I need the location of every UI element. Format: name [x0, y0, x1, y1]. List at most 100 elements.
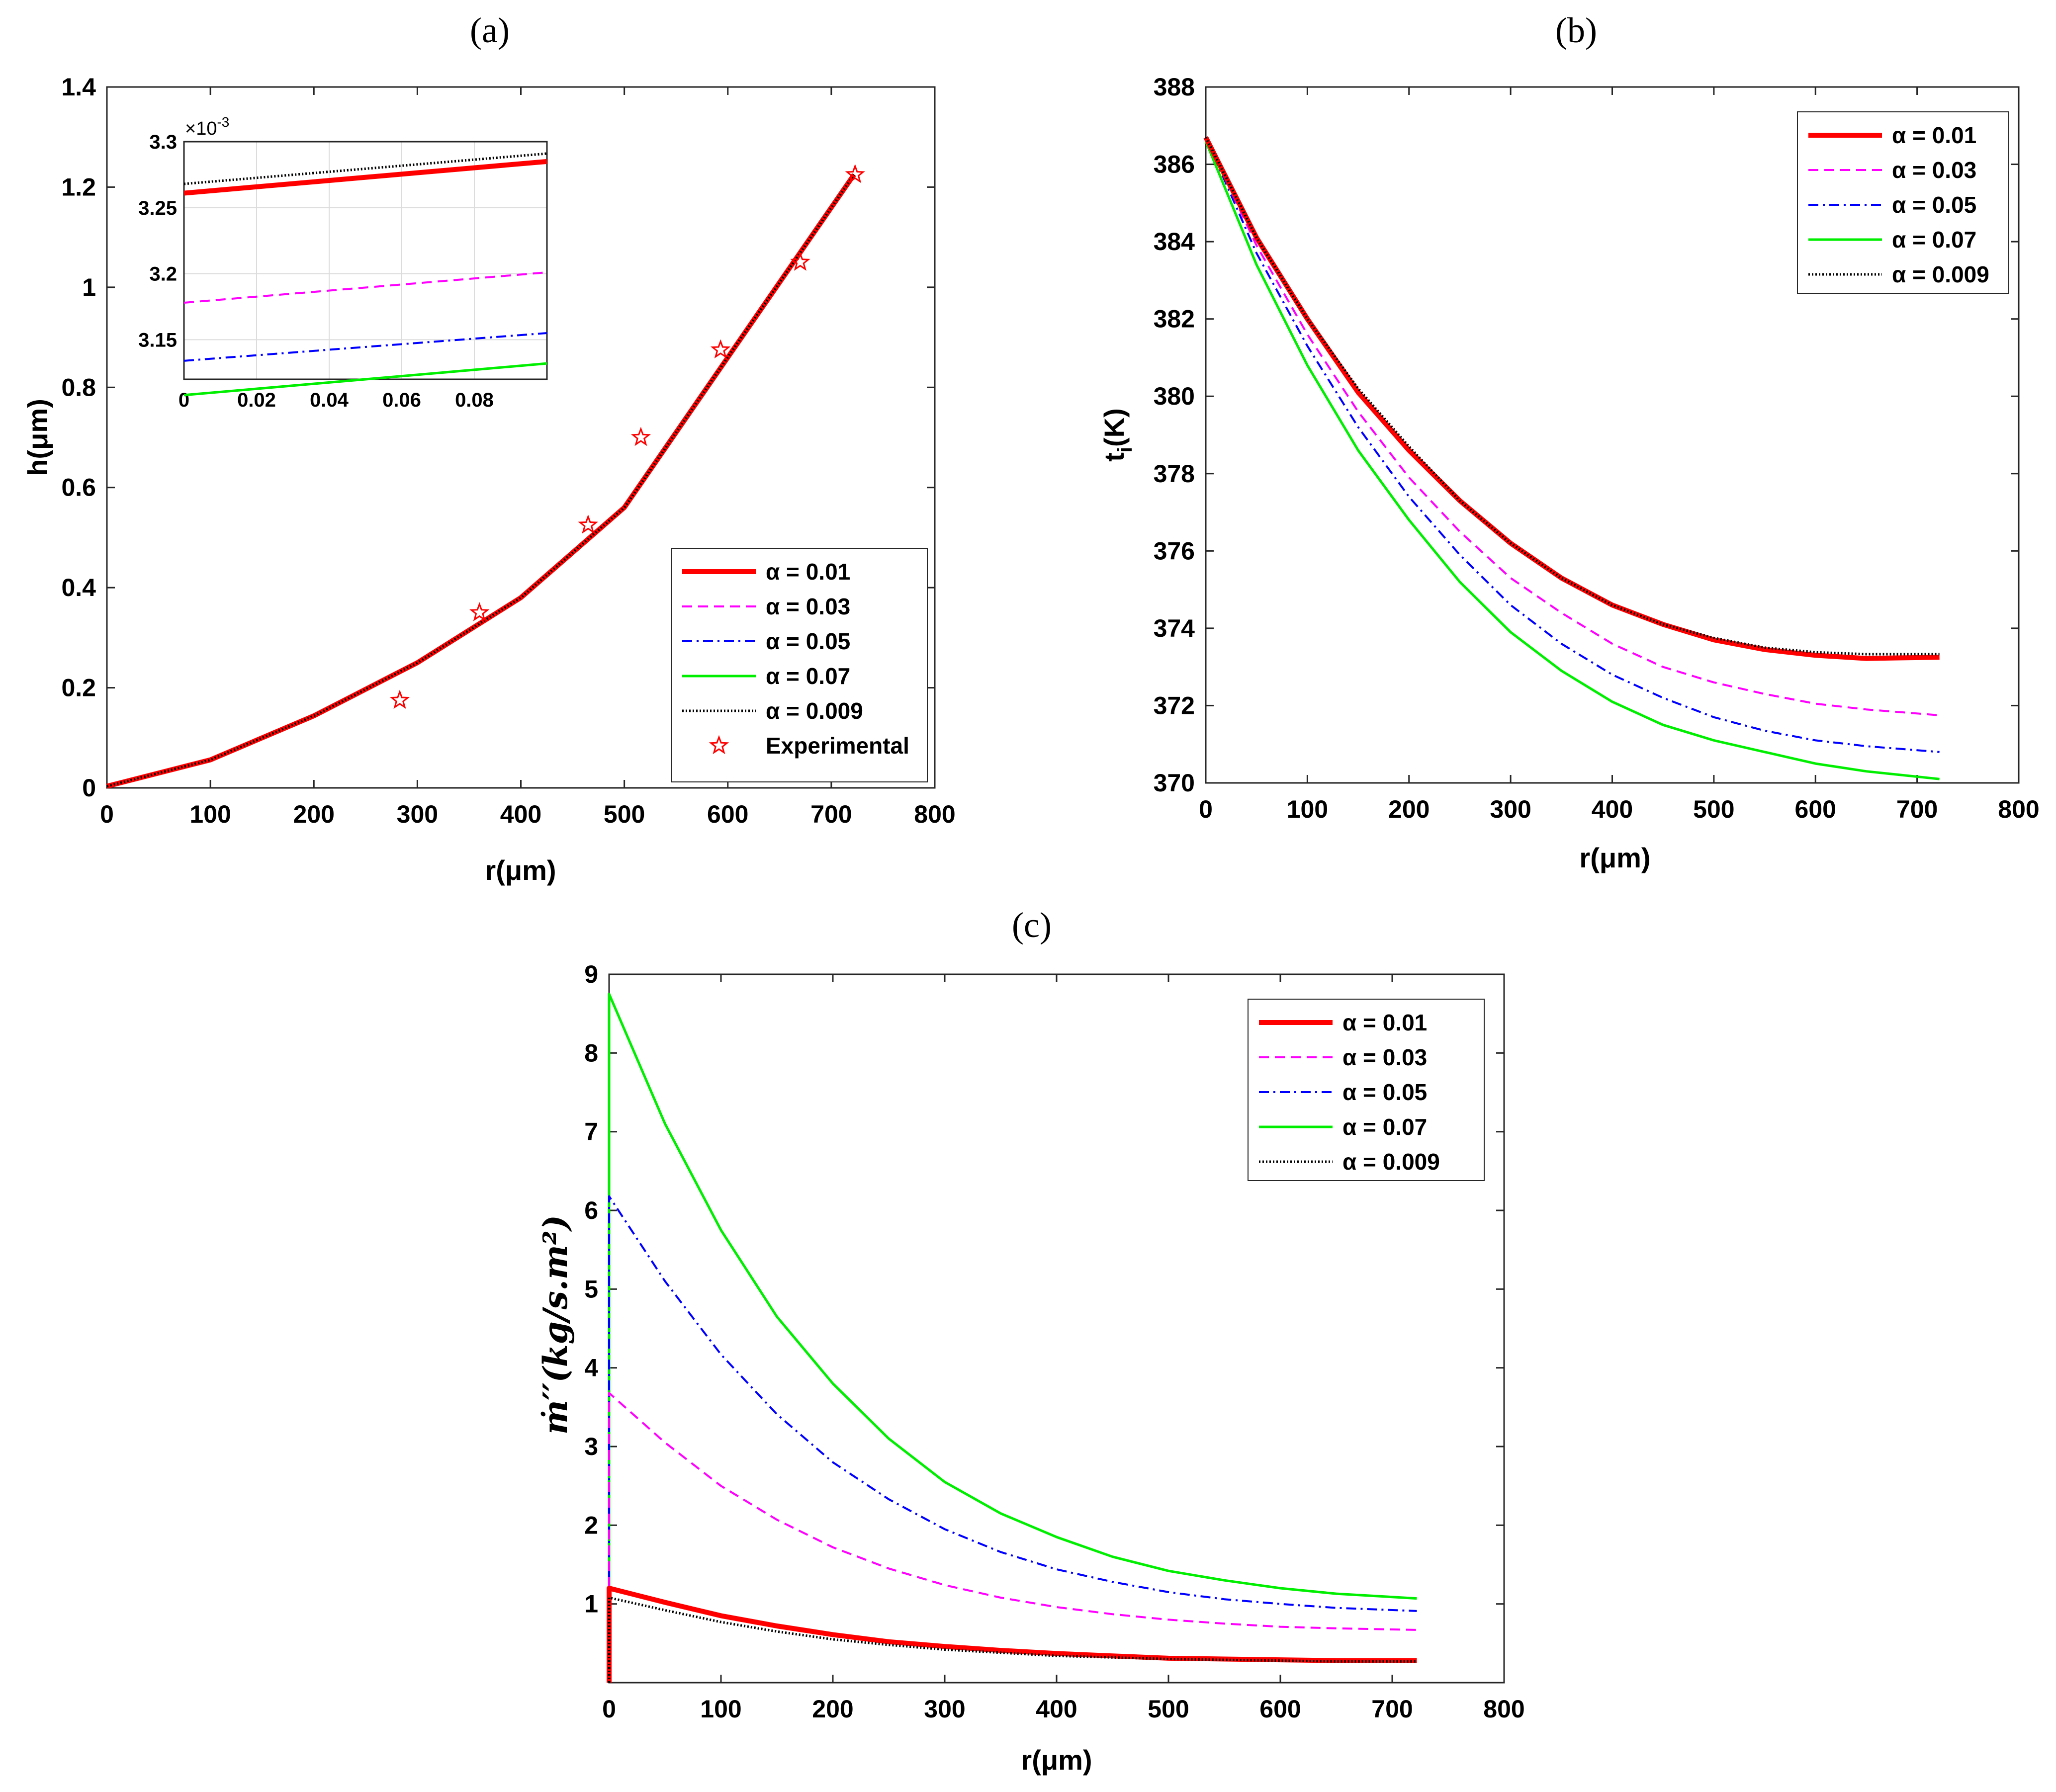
b-x-tick-label: 400	[1592, 795, 1633, 823]
c-y-tick-label: 7	[584, 1118, 598, 1146]
a-inset-x-tick-label: 0.06	[382, 389, 421, 411]
a-x-tick-label: 700	[810, 800, 852, 828]
a-legend-swatch-experimental	[709, 735, 729, 755]
c-y-tick-label: 5	[584, 1275, 598, 1303]
b-series-line-a005	[1205, 137, 1940, 753]
c-x-tick-label: 700	[1371, 1695, 1413, 1723]
a-y-tick-label: 0.8	[61, 373, 96, 401]
a-inset-exponent-power: -3	[217, 114, 229, 130]
a-inset-series-line-a005	[183, 332, 547, 362]
b-legend-label-a001: α = 0.01	[1892, 122, 1976, 148]
c-y-tick-label: 1	[584, 1590, 598, 1618]
a-experimental-point	[578, 514, 598, 534]
c-y-tick-label: 6	[584, 1196, 598, 1224]
c-legend-label-a003: α = 0.03	[1342, 1044, 1427, 1070]
c-series-line-a001	[607, 1586, 1417, 1683]
a-inset-exponent-base: ×10	[185, 118, 217, 139]
b-y-axis-label: ti(K)	[1098, 408, 1136, 462]
a-legend-label-experimental: Experimental	[766, 733, 909, 759]
a-inset-x-tick-label: 0.02	[237, 389, 276, 411]
b-y-axis-label-main: t	[1098, 452, 1130, 462]
a-y-tick-label: 1.2	[61, 173, 96, 201]
c-x-axis-label: r(μm)	[1021, 1744, 1092, 1776]
a-x-tick-label: 0	[100, 800, 114, 828]
a-experimental-point	[469, 602, 490, 621]
b-y-tick-label: 372	[1154, 691, 1195, 719]
b-y-axis-label-subscript: i	[1114, 447, 1136, 452]
a-x-tick-label: 100	[189, 800, 231, 828]
a-inset-x-tick-label: 0	[179, 389, 189, 411]
a-series-line-a0009	[106, 173, 855, 788]
b-legend-label-a0009: α = 0.009	[1892, 261, 1989, 287]
a-x-axis-label: r(μm)	[485, 854, 556, 886]
a-legend-label-a007: α = 0.07	[766, 663, 850, 689]
b-x-tick-label: 700	[1896, 795, 1938, 823]
c-x-tick-label: 0	[602, 1695, 616, 1723]
a-legend-label-a0009: α = 0.009	[766, 698, 863, 724]
a-legend-label-a001: α = 0.01	[766, 559, 850, 585]
a-y-axis-label: h(μm)	[22, 399, 53, 476]
a-experimental-point	[389, 689, 410, 709]
b-y-tick-label: 376	[1154, 537, 1195, 565]
c-y-tick-label: 9	[584, 960, 598, 988]
a-y-tick-label: 0	[82, 774, 96, 802]
a-experimental-point	[845, 164, 865, 183]
b-y-tick-label: 378	[1154, 460, 1195, 488]
c-y-tick-label: 4	[584, 1354, 598, 1382]
b-legend	[1797, 111, 2009, 294]
c-y-tick-label: 2	[584, 1511, 598, 1539]
a-x-tick-label: 600	[707, 800, 748, 828]
a-experimental-point	[630, 427, 651, 446]
c-series-line-a003	[608, 1392, 1417, 1683]
c-legend-label-a001: α = 0.01	[1342, 1010, 1427, 1035]
panel-c-title: (c)	[1012, 905, 1052, 945]
a-x-tick-label: 500	[604, 800, 645, 828]
b-y-tick-label: 386	[1154, 151, 1195, 178]
a-inset-x-tick-label: 0.04	[310, 389, 349, 411]
c-legend-label-a005: α = 0.05	[1342, 1079, 1427, 1105]
c-series-line-a005	[608, 1195, 1417, 1683]
chart-panel-c: 0 100 200 300 400 500 600 700 800 1 2 3 4 5 6 7 8 9 r(μm) ṁ…	[536, 960, 1525, 1776]
c-x-tick-label: 500	[1148, 1695, 1189, 1723]
a-inset-y-tick-label: 3.25	[138, 197, 177, 219]
b-y-tick-label: 384	[1154, 228, 1195, 256]
b-x-tick-label: 200	[1388, 795, 1430, 823]
b-x-tick-label: 500	[1693, 795, 1734, 823]
a-x-tick-label: 200	[293, 800, 335, 828]
a-x-tick-label: 400	[500, 800, 541, 828]
a-y-tick-label: 0.2	[61, 674, 96, 702]
b-x-tick-label: 300	[1490, 795, 1531, 823]
b-y-tick-label: 370	[1154, 769, 1195, 797]
c-series-line-a0009	[608, 1596, 1417, 1683]
a-inset-exponent: ×10-3	[185, 114, 229, 139]
a-x-tick-label: 300	[397, 800, 438, 828]
b-series-line-a0009	[1204, 136, 1940, 656]
a-experimental-point	[790, 252, 810, 271]
a-inset-x-tick-label: 0.08	[455, 389, 494, 411]
a-y-tick-label: 0.6	[61, 474, 96, 502]
b-x-tick-label: 800	[1998, 795, 2039, 823]
b-x-tick-label: 100	[1287, 795, 1328, 823]
b-x-tick-label: 0	[1199, 795, 1213, 823]
b-y-tick-label: 380	[1154, 382, 1195, 410]
a-y-tick-label: 0.4	[61, 574, 96, 601]
c-series-line-a007	[608, 993, 1417, 1683]
a-inset-series-line-a003	[183, 271, 547, 304]
b-legend-label-a007: α = 0.07	[1892, 227, 1976, 253]
c-y-axis-label: ṁ′′(kg/s.m²)	[536, 1215, 575, 1435]
b-series-line-a007	[1204, 140, 1940, 780]
c-legend	[1248, 999, 1485, 1181]
a-x-tick-label: 800	[914, 800, 955, 828]
b-y-tick-label: 382	[1154, 305, 1195, 333]
chart-panel-a: 0 100 200 300 400 500 600 700 800 0 0.2 0.4 0.6 0.8 1 1…	[22, 73, 956, 886]
c-legend-label-a007: α = 0.07	[1342, 1114, 1427, 1140]
a-inset-series-line-a0009	[183, 152, 547, 185]
a-inset-y-tick-label: 3.15	[138, 329, 177, 351]
b-y-axis-label-unit: (K)	[1098, 408, 1130, 447]
a-y-tick-label: 1.4	[61, 73, 96, 101]
c-y-tick-label: 8	[584, 1039, 598, 1067]
c-x-tick-label: 200	[812, 1695, 853, 1723]
b-x-tick-label: 600	[1795, 795, 1836, 823]
a-y-tick-label: 1	[82, 273, 96, 301]
